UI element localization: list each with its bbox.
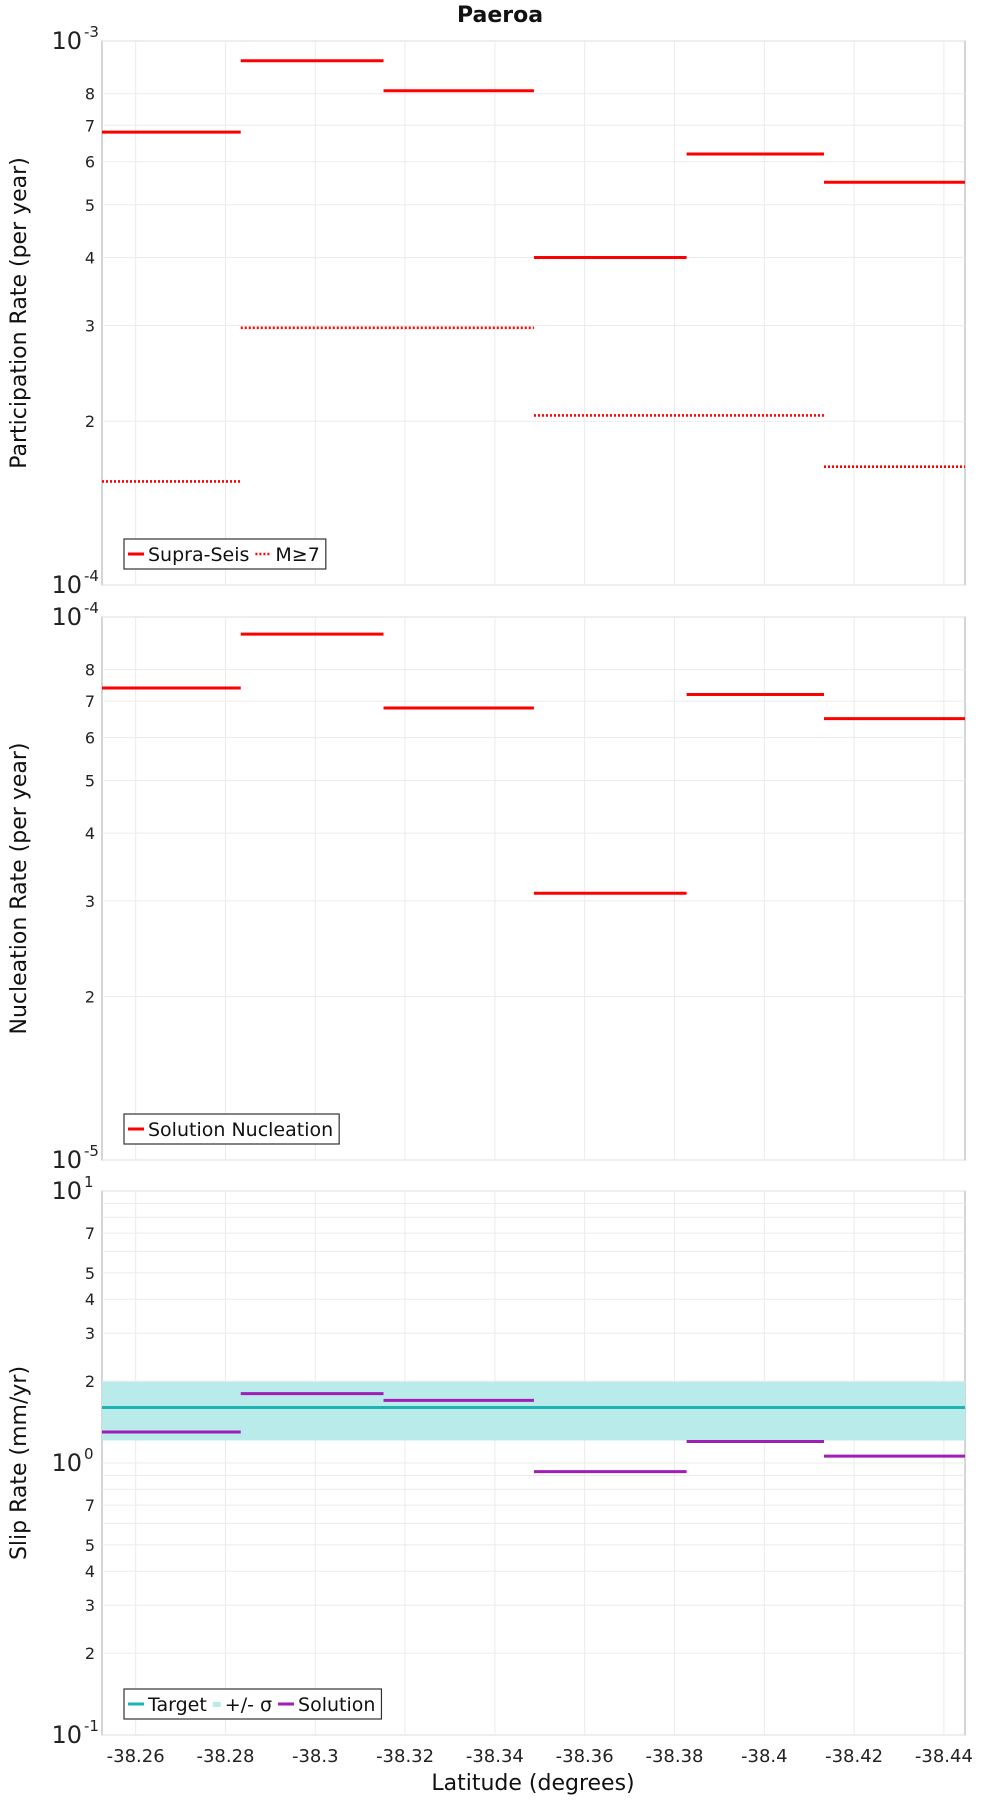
y-tick-label: 8 [85, 661, 95, 680]
y-tick-exponent: -1 [84, 1717, 99, 1735]
legend-label: Supra-Seis [148, 544, 249, 566]
y-tick-exponent: -5 [84, 1142, 99, 1160]
legend-label: +/- σ [225, 1694, 272, 1716]
legend-box [123, 538, 327, 570]
y-tick-label: 7 [85, 692, 95, 711]
y-tick-label: 2 [85, 988, 95, 1007]
y-tick-exponent: -4 [84, 567, 99, 585]
y-tick-label: 4 [85, 824, 95, 843]
legend-item: M≥7 [255, 544, 320, 566]
series-supra-seis [102, 59, 965, 259]
y-tick-exponent: -4 [84, 599, 99, 617]
y-tick-label: 4 [85, 1562, 95, 1581]
x-axis: -38.26 -38.28 -38.3 -38.32 -38.34 -38.36 -38.3… [107, 1746, 973, 1767]
legend-label: Solution Nucleation [148, 1119, 333, 1141]
x-tick-label: -38.4 [741, 1746, 788, 1767]
legend-label: Target [147, 1694, 207, 1716]
y-tick-label: 3 [85, 316, 95, 335]
y-tick-label: 3 [85, 1596, 95, 1615]
legend: Solution Nucleation [123, 1113, 340, 1145]
y-tick-label: 10 [51, 1177, 82, 1205]
y-tick-label: 8 [85, 85, 95, 104]
x-tick-label: -38.44 [915, 1746, 973, 1767]
x-axis-title: Latitude (degrees) [431, 1771, 634, 1796]
y-tick-exponent: -3 [84, 23, 99, 41]
legend-item: +/- σ [212, 1694, 272, 1716]
legend-item: Supra-Seis [128, 544, 249, 566]
sigma-band [102, 1381, 965, 1441]
legend: Supra-Seis M≥7 [123, 538, 327, 570]
y-tick-label: 7 [85, 1496, 95, 1515]
legend-swatch [212, 1702, 221, 1707]
legend-box [123, 1113, 340, 1145]
y-tick-label: 10 [51, 1146, 82, 1174]
y-tick-label: 5 [85, 196, 95, 215]
y-tick-label: 3 [85, 1324, 95, 1343]
series-m-7 [102, 326, 965, 483]
legend: Target +/- σ Solution [123, 1688, 383, 1720]
x-tick-label: -38.32 [376, 1746, 434, 1767]
y-tick-label: 5 [85, 1536, 95, 1555]
x-tick-label: -38.3 [292, 1746, 339, 1767]
y-tick-label: 5 [85, 771, 95, 790]
legend-box [123, 1688, 383, 1720]
y-tick-label: 7 [85, 116, 95, 135]
x-tick-label: -38.36 [556, 1746, 614, 1767]
x-tick-label: -38.28 [196, 1746, 254, 1767]
legend-item: Solution Nucleation [128, 1119, 333, 1141]
series-solution-nucleation [102, 632, 965, 895]
y-tick-exponent: 0 [84, 1445, 94, 1463]
y-tick-label: 10 [51, 1721, 82, 1749]
y-tick-label: 6 [85, 728, 95, 747]
y-tick-label: 4 [85, 248, 95, 267]
y-tick-label: 10 [51, 603, 82, 631]
x-tick-label: -38.34 [466, 1746, 524, 1767]
plot-area [101, 616, 966, 1161]
y-tick-label: 3 [85, 892, 95, 911]
plot-area [101, 40, 966, 586]
x-tick-label: -38.38 [645, 1746, 703, 1767]
y-tick-label: 2 [85, 412, 95, 431]
legend-item: Solution [278, 1694, 375, 1716]
y-tick-exponent: 1 [84, 1173, 94, 1191]
chart-title: Paeroa [457, 3, 543, 28]
series-solution [102, 1392, 965, 1474]
y-axis-title: Participation Rate (per year) [7, 157, 32, 469]
y-tick-label: 2 [85, 1372, 95, 1391]
x-tick-label: -38.26 [107, 1746, 165, 1767]
y-tick-label: 5 [85, 1264, 95, 1283]
y-tick-label: 10 [51, 27, 82, 55]
y-tick-label: 6 [85, 153, 95, 172]
x-tick-label: -38.42 [825, 1746, 883, 1767]
y-tick-label: 2 [85, 1644, 95, 1663]
y-tick-label: 7 [85, 1224, 95, 1243]
y-tick-label: 10 [51, 1449, 82, 1477]
y-tick-label: 10 [51, 571, 82, 599]
legend-item: Target [128, 1694, 207, 1716]
legend-label: Solution [298, 1694, 375, 1716]
y-tick-label: 4 [85, 1290, 95, 1309]
y-axis-title: Slip Rate (mm/yr) [7, 1366, 32, 1560]
y-axis-title: Nucleation Rate (per year) [7, 743, 32, 1035]
legend-label: M≥7 [275, 544, 319, 566]
